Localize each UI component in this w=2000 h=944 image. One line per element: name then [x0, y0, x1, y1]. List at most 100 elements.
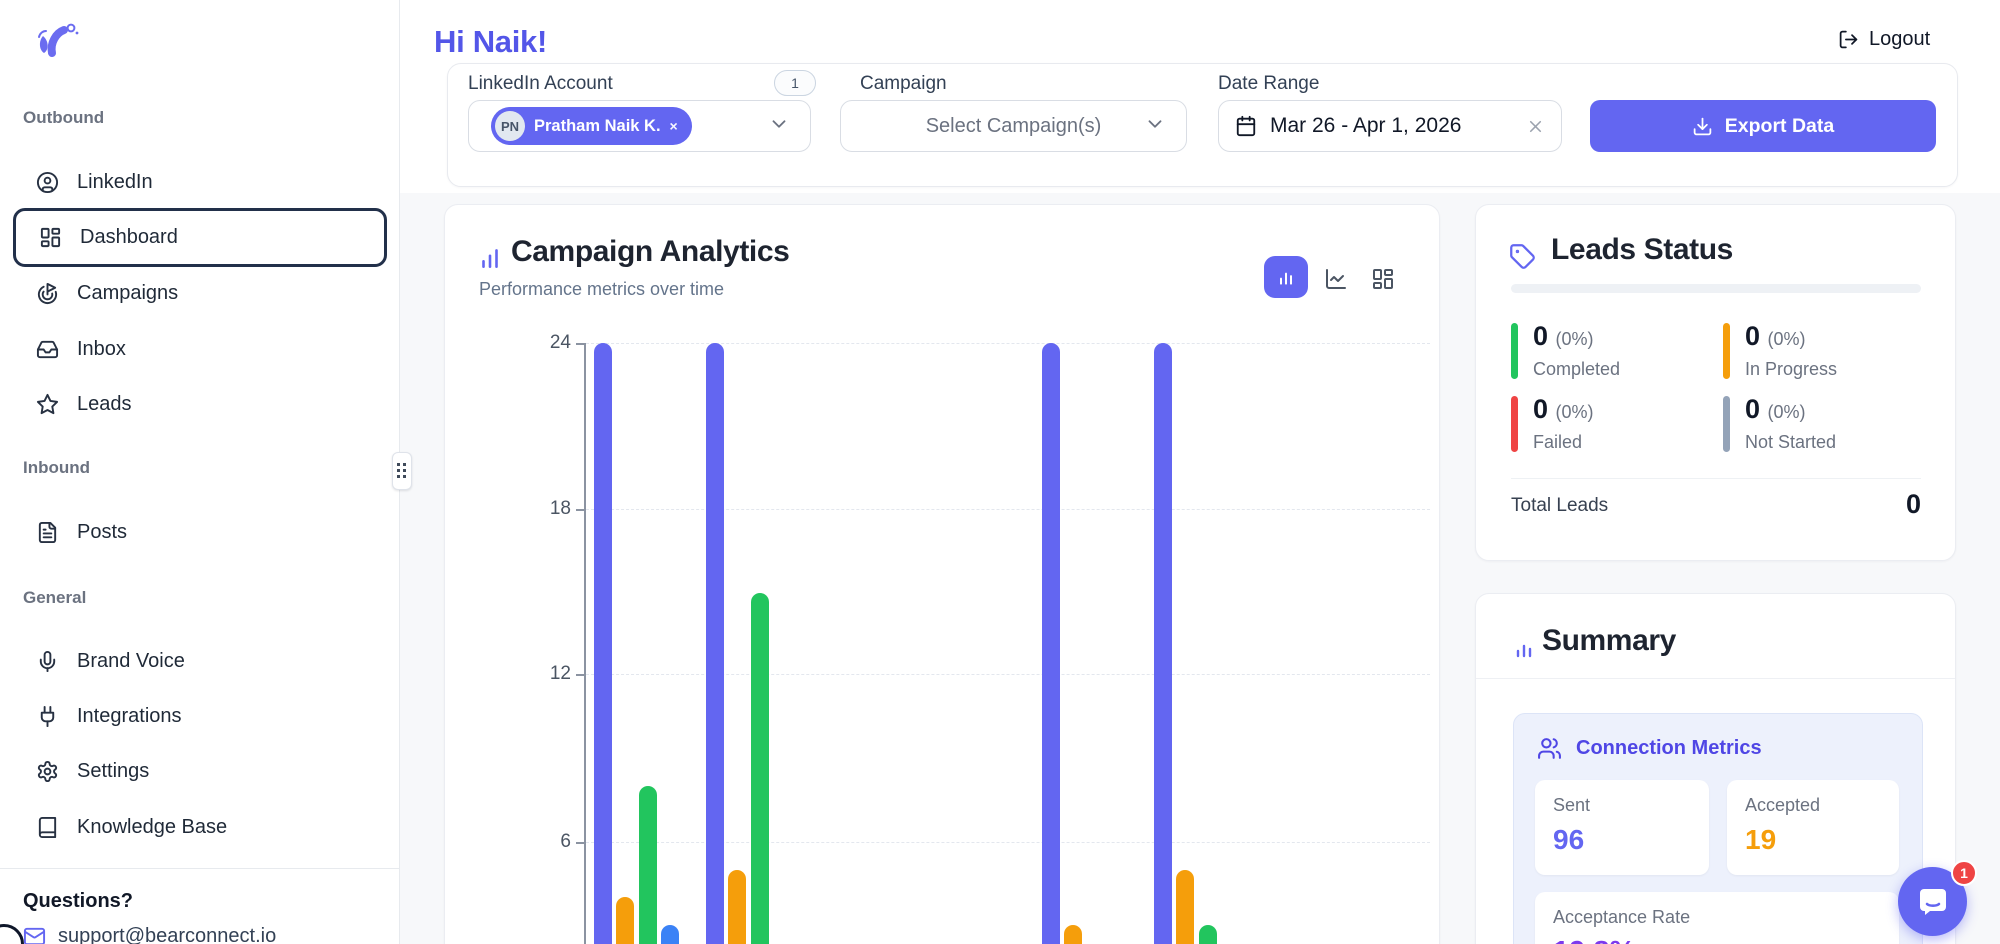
line-chart-icon — [1326, 269, 1346, 289]
bar-blue-metric-mar-26 — [660, 924, 679, 944]
linkedin-account-select[interactable]: PN Pratham Naik K. × — [468, 100, 811, 152]
account-count-badge: 1 — [774, 70, 816, 96]
sidebar-item-inbox[interactable]: Inbox — [13, 327, 387, 371]
logout-label: Logout — [1869, 28, 1931, 50]
logout-icon — [1839, 30, 1858, 49]
acceptance-rate-value: 19.8% — [1553, 936, 1881, 944]
user-circle-icon — [36, 171, 59, 193]
sidebar-item-label: Posts — [77, 520, 128, 543]
sidebar-item-campaigns[interactable]: Campaigns — [13, 271, 387, 315]
download-icon — [1693, 117, 1712, 135]
y-tick-label: 12 — [549, 663, 571, 684]
acceptance-rate-label: Acceptance Rate — [1553, 907, 1691, 927]
sidebar-item-label: Knowledge Base — [77, 815, 228, 838]
logout-button[interactable]: Logout — [1838, 28, 1930, 51]
filter-bar: LinkedIn Account 1 PN Pratham Naik K. × … — [447, 63, 1958, 187]
sidebar-item-leads[interactable]: Leads — [13, 382, 387, 426]
accepted-metric-tile: Accepted 19 — [1727, 780, 1899, 875]
sidebar-item-posts[interactable]: Posts — [13, 510, 387, 554]
bar-chart-icon — [477, 245, 503, 276]
bar-indigo-metric-mar-27 — [706, 343, 724, 944]
stat-in-progress: 0 (0%) In Progress — [1723, 323, 1837, 380]
clear-date-icon[interactable] — [1526, 117, 1545, 136]
tag-icon — [1509, 243, 1536, 275]
sidebar-item-label: Campaigns — [77, 281, 179, 304]
connection-metrics-panel: Connection Metrics Sent 96 Accepted 19 A… — [1513, 713, 1923, 944]
sent-metric-tile: Sent 96 — [1535, 780, 1709, 875]
stat-color-bar — [1723, 323, 1730, 379]
date-range-value: Mar 26 - Apr 1, 2026 — [1270, 114, 1462, 137]
bar-orange-metric-mar-30 — [1064, 924, 1083, 944]
section-label-inbound: Inbound — [23, 458, 91, 477]
gridline-12 — [586, 674, 1430, 675]
chip-remove-icon[interactable]: × — [669, 118, 678, 134]
users-icon — [1538, 738, 1561, 759]
chart-type-line-button[interactable] — [1314, 258, 1358, 300]
sidebar-footer-title: Questions? — [23, 890, 134, 912]
mail-icon — [23, 927, 46, 944]
export-data-label: Export Data — [1724, 114, 1835, 137]
connection-metrics-title: Connection Metrics — [1576, 737, 1762, 759]
stat-value: 0 — [1745, 394, 1761, 424]
campaign-analytics-card: Campaign Analytics Performance metrics o… — [444, 204, 1440, 944]
total-leads-label: Total Leads — [1511, 495, 1609, 516]
chart-type-bar-button[interactable] — [1264, 256, 1308, 298]
sidebar-resize-handle[interactable] — [392, 452, 412, 490]
support-email-text: support@bearconnect.io — [58, 925, 277, 944]
gridline-18 — [586, 509, 1430, 510]
chat-bubble-icon — [1919, 888, 1946, 915]
plug-icon — [40, 705, 55, 727]
export-data-button[interactable]: Export Data — [1590, 100, 1936, 152]
support-email-link[interactable]: support@bearconnect.io — [23, 925, 276, 944]
stat-label: In Progress — [1745, 359, 1838, 379]
campaign-placeholder: Select Campaign(s) — [925, 114, 1102, 137]
chevron-down-icon — [768, 113, 790, 140]
stat-color-bar — [1511, 396, 1518, 452]
stat-percent: (0%) — [1767, 329, 1806, 349]
sidebar-item-label: Inbox — [77, 337, 126, 360]
accepted-value: 19 — [1745, 824, 1777, 855]
stat-label: Failed — [1533, 432, 1583, 452]
layout-dashboard-icon — [40, 227, 61, 248]
sidebar-item-label: Settings — [77, 759, 150, 782]
sidebar-item-label: Leads — [77, 392, 132, 415]
sidebar-item-settings[interactable]: Settings — [13, 749, 387, 793]
sidebar-item-linkedin[interactable]: LinkedIn — [13, 160, 387, 204]
stat-not-started: 0 (0%) Not Started — [1723, 396, 1836, 453]
leads-status-card: Leads Status 0 (0%) Completed 0 (0%) In … — [1475, 204, 1956, 561]
total-leads-value: 0 — [1905, 489, 1921, 519]
stat-percent: (0%) — [1767, 402, 1806, 422]
stat-label: Not Started — [1745, 432, 1837, 452]
sidebar-item-brand-voice[interactable]: Brand Voice — [13, 639, 387, 683]
bar-chart-icon — [1280, 272, 1292, 285]
sidebar-item-dashboard[interactable]: Dashboard — [13, 208, 387, 267]
stat-percent: (0%) — [1555, 329, 1594, 349]
bar-indigo-metric-mar-26 — [594, 343, 612, 944]
page-title: Hi Naik! — [434, 24, 548, 59]
date-range-label: Date Range — [1218, 73, 1320, 94]
sidebar: Outbound LinkedIn Dashboard Campaigns In… — [0, 0, 400, 944]
inbox-icon — [36, 340, 59, 358]
campaign-select[interactable]: Select Campaign(s) — [840, 100, 1187, 152]
stat-completed: 0 (0%) Completed — [1511, 323, 1620, 380]
account-chip[interactable]: PN Pratham Naik K. × — [491, 107, 692, 145]
chat-notification-badge[interactable]: 1 — [1951, 860, 1977, 886]
grip-dots-icon — [397, 463, 406, 478]
card-subtitle: Performance metrics over time — [479, 279, 725, 299]
app-logo-icon[interactable] — [33, 20, 85, 67]
sidebar-item-knowledge-base[interactable]: Knowledge Base — [13, 805, 387, 849]
sidebar-item-integrations[interactable]: Integrations — [13, 694, 387, 738]
avatar: PN — [495, 111, 525, 141]
card-title: Summary — [1542, 624, 1676, 657]
goal-icon — [37, 282, 58, 304]
sent-value: 96 — [1553, 824, 1585, 855]
gridline-6 — [586, 842, 1430, 843]
chart-type-grid-button[interactable] — [1361, 258, 1405, 300]
card-title: Campaign Analytics — [511, 235, 790, 268]
date-range-input[interactable]: Mar 26 - Apr 1, 2026 — [1218, 100, 1562, 152]
divider — [1511, 478, 1921, 479]
summary-card: Summary Connection Metrics Sent 96 Accep… — [1475, 593, 1956, 944]
sidebar-item-label: Integrations — [77, 704, 182, 727]
y-tick-label: 24 — [549, 332, 571, 353]
